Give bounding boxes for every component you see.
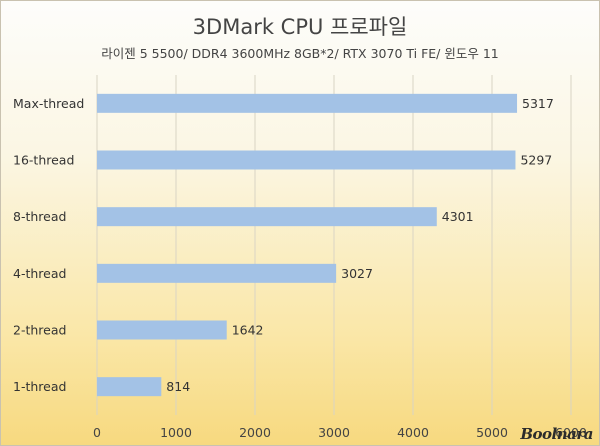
bar [97, 264, 336, 283]
chart-frame: 3DMark CPU 프로파일 라이젠 5 5500/ DDR4 3600MHz… [0, 0, 600, 446]
category-label: 16-thread [13, 153, 74, 168]
data-label: 5317 [522, 96, 554, 111]
x-tick-label: 2000 [239, 425, 271, 440]
category-label: 1-thread [13, 379, 66, 394]
x-tick-label: 4000 [397, 425, 429, 440]
category-label: 4-thread [13, 266, 66, 281]
bar [97, 207, 437, 226]
watermark-logo: Boolnara [520, 425, 593, 443]
x-tick-label: 1000 [160, 425, 192, 440]
x-tick-label: 3000 [318, 425, 350, 440]
bar [97, 94, 517, 113]
bar [97, 151, 515, 170]
data-label: 4301 [442, 209, 474, 224]
bar [97, 321, 227, 340]
x-tick-label: 5000 [476, 425, 508, 440]
data-label: 5297 [520, 153, 552, 168]
category-label: Max-thread [13, 96, 84, 111]
x-tick-label: 0 [93, 425, 101, 440]
category-label: 8-thread [13, 209, 66, 224]
category-label: 2-thread [13, 323, 66, 338]
data-label: 1642 [232, 323, 264, 338]
data-label: 814 [166, 379, 190, 394]
bar [97, 377, 161, 396]
data-label: 3027 [341, 266, 373, 281]
bar-chart-plot: 0 1000 2000 3000 4000 5000 6000Max-thread 53171… [1, 1, 599, 445]
